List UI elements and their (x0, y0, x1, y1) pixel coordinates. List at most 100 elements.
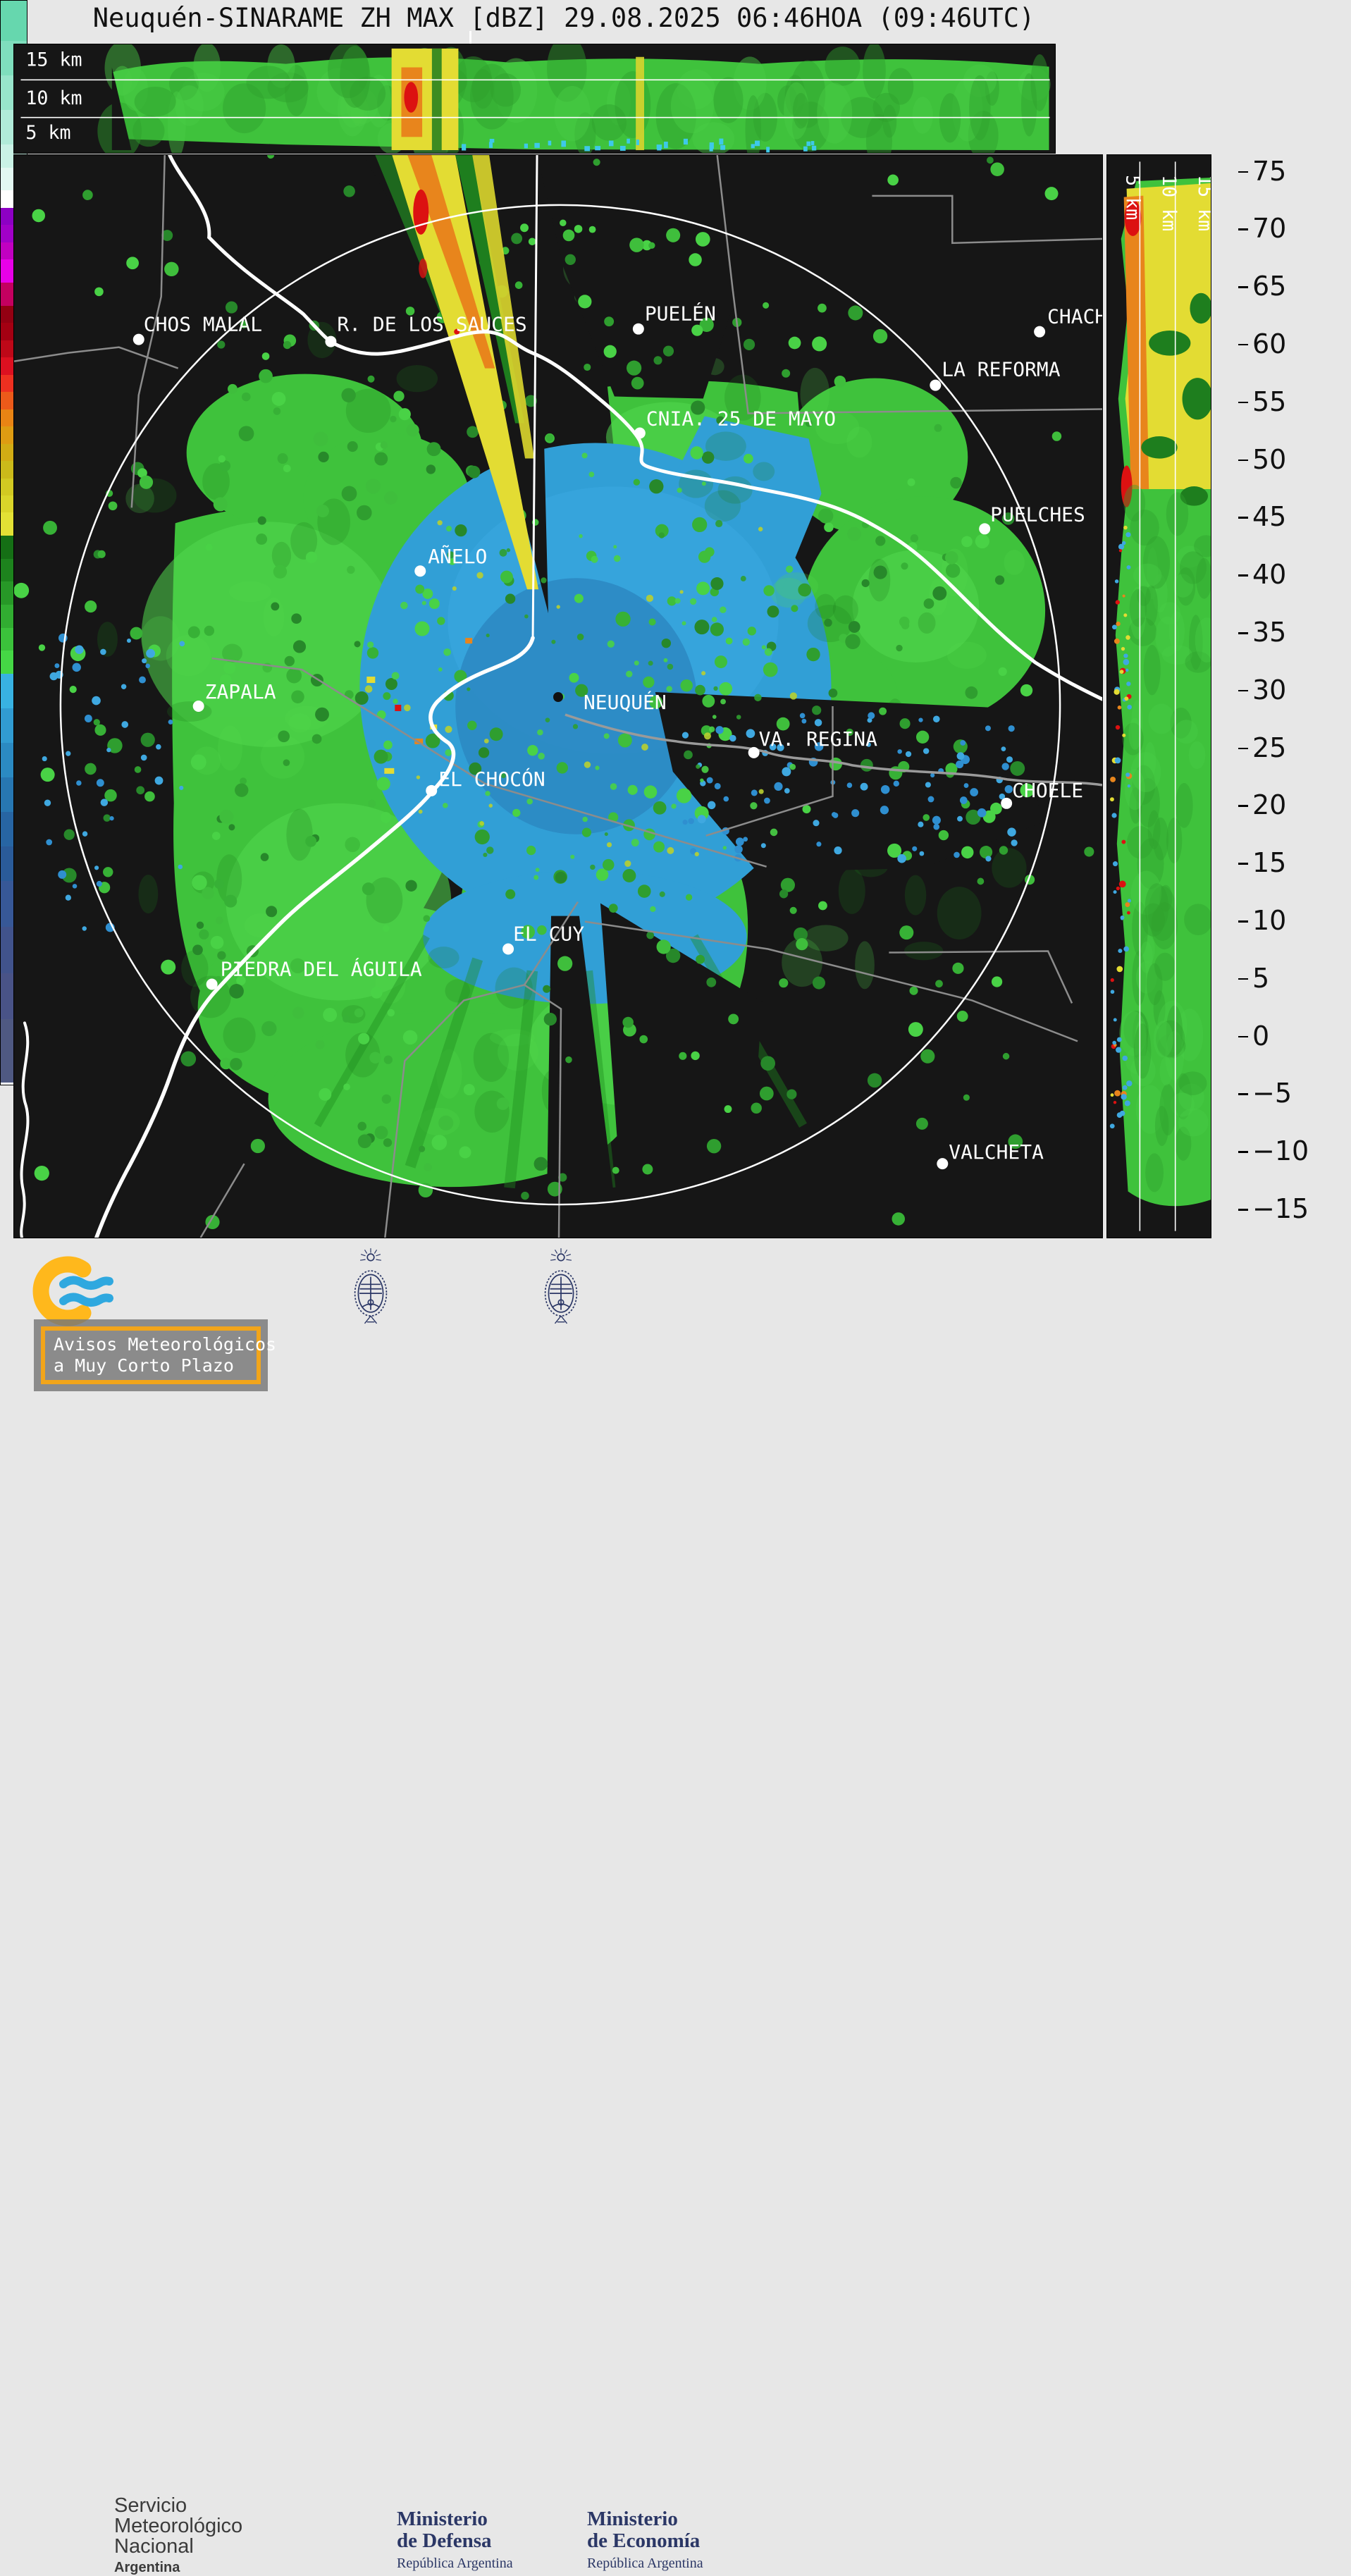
smn-line4: Argentina (114, 2560, 180, 2575)
max-column-marker (469, 31, 471, 44)
city-label: R. DE LOS SAUCES (337, 313, 526, 336)
city-label: EL CHOCÓN (438, 767, 545, 791)
rhi-label-5km: 5 km (1122, 175, 1144, 220)
colorbar-tick-label: 0 (1252, 1020, 1270, 1052)
top-echo-green (111, 57, 1049, 151)
city-dot (1034, 326, 1046, 338)
rivers-white (20, 155, 1102, 1238)
city-label: EL CUY (513, 923, 584, 946)
top-echo-red-core (404, 82, 419, 113)
defensa-coat-of-arms-icon (354, 1248, 388, 1324)
top-echo-darkgreen-col (431, 48, 442, 151)
city-dot (325, 335, 337, 347)
colorbar-tick-mark (1238, 1209, 1248, 1211)
colorbar-segment (1, 1, 27, 42)
city-label: VA. REGINA (759, 727, 877, 751)
colorbar-tick-label: −10 (1252, 1135, 1309, 1167)
rhi-orange-strip (1123, 195, 1149, 489)
city-label: CHOELE (1012, 779, 1083, 802)
city-dot (192, 700, 204, 712)
city-label: CNIA. 25 DE MAYO (646, 407, 836, 431)
defensa-line3: República Argentina (397, 2556, 513, 2571)
colorbar-tick-label: −5 (1252, 1078, 1293, 1109)
city-dot (1001, 797, 1013, 809)
colorbar-tick-label: 50 (1252, 443, 1287, 475)
city-dot (206, 978, 218, 990)
top-cross-section-panel: 15 km 10 km 5 km (13, 44, 1056, 154)
colorbar-tick-label: 45 (1252, 501, 1287, 533)
colorbar-tick-label: 25 (1252, 732, 1287, 763)
colorbar-tick-mark (1238, 459, 1248, 462)
city-label: PIEDRA DEL ÁGUILA (221, 956, 422, 980)
city-dot (748, 746, 760, 758)
economia-line1: Ministerio (587, 2508, 678, 2530)
colorbar-tick-mark (1238, 228, 1248, 230)
colorbar-tick-label: 75 (1252, 155, 1287, 187)
core-speckles (364, 452, 797, 913)
colorbar-tick-label: 30 (1252, 674, 1287, 705)
advisory-border: Avisos Meteorológicos a Muy Corto Plazo (41, 1326, 277, 1384)
city-label: ZAPALA (205, 680, 276, 703)
city-label: CHOS MALAL (144, 313, 262, 336)
colorbar-tick-mark (1238, 286, 1248, 288)
smn-logo-text: Servicio Meteorológico Nacional Argentin… (114, 2496, 242, 2576)
city-dot (979, 523, 991, 535)
city-label: CHACH (1047, 305, 1102, 328)
defensa-line1: Ministerio (397, 2508, 488, 2530)
city-dot (937, 1158, 949, 1170)
colorbar-tick-label: 10 (1252, 905, 1287, 937)
economia-line2: de Economía (587, 2529, 701, 2552)
rhi-red-blob1 (1124, 199, 1142, 236)
defensa-logo-text: Ministerio de Defensa República Argentin… (397, 2508, 513, 2572)
colorbar-tick-mark (1238, 689, 1248, 692)
top-echo-yellow-col2 (636, 56, 644, 151)
page-title: Neuquén-SINARAME ZH MAX [dBZ] 29.08.2025… (92, 3, 1035, 33)
top-cross-section-plot: 15 km 10 km 5 km (20, 44, 1051, 153)
colorbar-tick-label: 60 (1252, 328, 1287, 360)
city-label: AÑELO (428, 544, 487, 568)
city-dot (426, 784, 438, 796)
colorbar-tick-mark (1238, 517, 1248, 519)
colorbar-tick-label: 20 (1252, 789, 1287, 821)
rhi-darkgreen-patches (1141, 292, 1211, 506)
colorbar-tick-mark (1238, 632, 1248, 634)
city-dot (414, 565, 426, 577)
province-borders (14, 155, 1102, 1238)
colorbar-tick-mark (1238, 1035, 1248, 1038)
colorbar-tick-label: 65 (1252, 271, 1287, 302)
colorbar-tick-mark (1238, 171, 1248, 173)
clutter-speckles (14, 155, 1094, 1230)
advisory-line1: Avisos Meteorológicos (54, 1334, 277, 1355)
top-label-5km: 5 km (25, 122, 70, 144)
defensa-line2: de Defensa (397, 2529, 492, 2552)
colorbar-tick-label: 5 (1252, 962, 1270, 994)
colorbar-tick-mark (1238, 805, 1248, 807)
city-label: LA REFORMA (942, 358, 1060, 381)
top-label-15km: 15 km (25, 49, 82, 71)
rhi-left-specks (1109, 525, 1133, 1129)
smn-line3: Nacional (114, 2535, 194, 2558)
rhi-label-10km: 10 km (1158, 175, 1180, 231)
rhi-label-15km: 15 km (1194, 175, 1211, 231)
main-radar-map: CHOS MALAL R. DE LOS SAUCES PUELÉN CHACH LA … (13, 154, 1103, 1391)
city-dot (502, 943, 514, 955)
colorbar-tick-label: 55 (1252, 386, 1287, 417)
meridian-line (531, 155, 538, 639)
colorbar-tick-mark (1238, 920, 1248, 923)
right-cross-section-panel: 5 km 10 km 15 km (1106, 154, 1211, 1238)
colorbar-tick-label: 70 (1252, 213, 1287, 245)
city-dot (632, 323, 644, 335)
city-dot (634, 427, 646, 439)
right-cross-section-plot: 5 km 10 km 15 km (1107, 161, 1211, 1231)
colorbar-tick-mark (1238, 343, 1248, 346)
colorbar-tick-label: 15 (1252, 847, 1287, 879)
river-gray (565, 713, 1102, 787)
range-ring (59, 204, 1061, 1206)
city-dot (930, 379, 942, 391)
city-dot (553, 692, 563, 702)
colorbar-tick-mark (1238, 863, 1248, 865)
radar-viewer: Neuquén-SINARAME ZH MAX [dBZ] 29.08.2025… (0, 0, 1309, 2575)
colorbar-tick-label: −15 (1252, 1193, 1309, 1225)
colorbar-tick-label: 40 (1252, 559, 1287, 591)
city-dot (132, 333, 144, 345)
